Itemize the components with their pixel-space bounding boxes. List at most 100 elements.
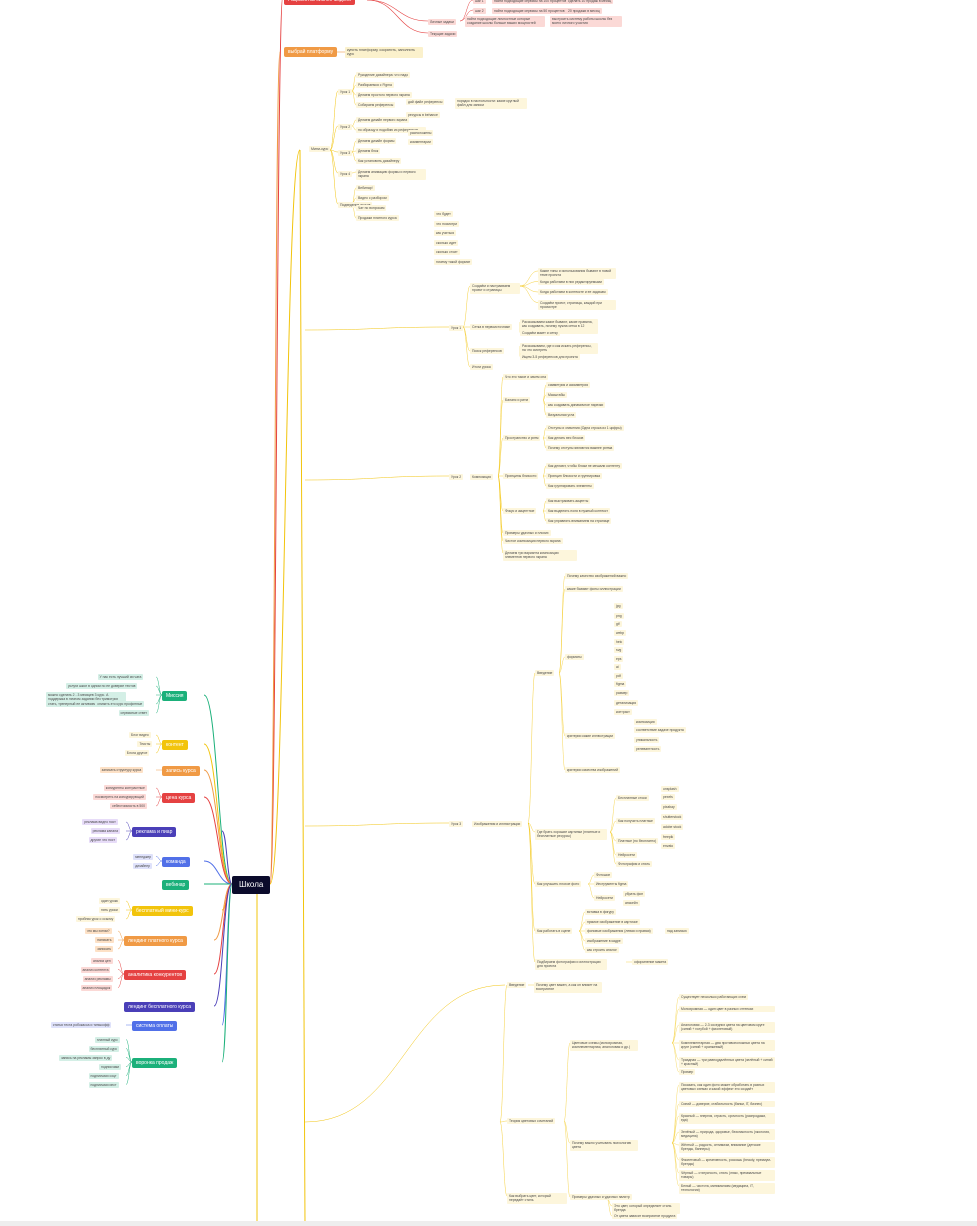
lesson3-g1-item-4[interactable]: Фотография и стиль	[616, 861, 652, 868]
branch-12[interactable]: воронка продаж	[132, 1058, 178, 1068]
lesson3-g2-item-0[interactable]: Фотошоп	[594, 872, 613, 879]
lesson2-g2-item-0[interactable]: Отступы и значения (Одна строка из 1 циф…	[546, 425, 624, 432]
lesson3-leaf-5[interactable]: svg	[614, 647, 624, 654]
mini-lesson-1-item-0[interactable]: Делаем дизайн первого экрана	[356, 117, 410, 124]
mini-lesson-4[interactable]: Подведение итогов	[338, 202, 373, 209]
lesson2-g3-item-2[interactable]: Как группировать элементы	[546, 483, 594, 490]
top-note-2[interactable]: 20 продажи в месяц	[566, 8, 602, 15]
lesson1-g0-item-1[interactable]: Когда работаем в них редактируемыми	[538, 278, 604, 285]
mini-lesson-4-sub-4[interactable]: сколько стоит	[434, 249, 460, 256]
lesson4-leaf-10[interactable]: Жёлтый — радость, оптимизм, внимание (де…	[679, 1142, 775, 1153]
mini-lesson-0-item-0[interactable]: Рукоделие дизайнера: что надо	[356, 72, 411, 79]
branch-4-item-0[interactable]: реклама видео пост	[82, 819, 118, 826]
branch-7-item-1[interactable]: пять уроки	[99, 907, 120, 914]
mini-lesson-4-sub-1[interactable]: что посмотри	[434, 220, 460, 227]
branch-8-item-0[interactable]: что мы хотим?	[84, 928, 112, 935]
branch-9-item-1[interactable]: анализ контента	[80, 966, 111, 973]
lesson1-g0-item-0[interactable]: Какие типы и использования бывают в ново…	[538, 268, 616, 279]
lesson2-label[interactable]: Урок 2	[449, 474, 464, 481]
lesson4-g2-item-1[interactable]: От цвета зависит восприятие продукта	[612, 1213, 678, 1220]
lesson1-g2-item-0[interactable]: Рассказываем, где и как искать референсы…	[520, 343, 598, 354]
lesson3-leaf-6[interactable]: eps	[614, 656, 624, 663]
branch-8-item-2[interactable]: записать	[95, 946, 114, 953]
lesson4-leaf-11[interactable]: Фиолетовый — креативность, роскошь (beau…	[679, 1157, 775, 1168]
lesson1-group-0[interactable]: Создаём и настраиваем проект и страницы	[470, 283, 520, 294]
mini-lesson-1[interactable]: Урок 2	[338, 124, 353, 131]
lesson3-group-3[interactable]: Как работать в сцене	[535, 928, 573, 935]
lesson2-sub[interactable]: Композиция	[470, 474, 493, 481]
current-tasks[interactable]: Текущие задачи	[428, 31, 458, 38]
mini-lesson-4-item-1[interactable]: Видео с разбором	[356, 195, 389, 202]
branch-0-item-0[interactable]: У нас есть лучший ии чата	[97, 674, 144, 681]
lesson2-g1-item-1[interactable]: Масштабы	[546, 392, 567, 399]
personal-tasks[interactable]: Личные задачи	[428, 19, 456, 26]
lesson1-g0-item-3[interactable]: Создаём проект, страницы, каждой при про…	[538, 299, 616, 311]
branch-1-item-0[interactable]: Блог видео	[129, 732, 151, 739]
branch-2-item-0[interactable]: записать структуру курса	[99, 767, 144, 774]
lesson3-leaf-2[interactable]: gif	[614, 621, 622, 628]
lesson1-group-1[interactable]: Сетка в первоисточнике	[470, 324, 513, 331]
lesson3-g3-item-2[interactable]: фоновые изображения (левая и правая)	[585, 928, 653, 935]
mini-lesson-2-sub-0[interactable]: расположены	[408, 130, 434, 137]
mini-lesson-0-item-3[interactable]: Собираем референсы	[356, 102, 396, 109]
personal-text[interactable]: найти подходящие личностные которые созд…	[465, 16, 545, 27]
lesson3-fix-1[interactable]: апскейл	[623, 900, 640, 907]
branch-7-item-0[interactable]: один урокк	[99, 898, 120, 905]
branch-12-item-1[interactable]: бесплатный курс	[88, 1045, 120, 1052]
branch-5[interactable]: команда	[162, 857, 190, 867]
lesson3-leaf-15[interactable]: уникальность	[634, 737, 660, 744]
platform-box[interactable]: выбрай платформу	[284, 47, 338, 57]
lesson2-group-2[interactable]: Пространство и ритм	[503, 435, 541, 442]
branch-12-item-5[interactable]: подписчики инст	[88, 1081, 119, 1088]
lesson3-group-4[interactable]: Подбираем фотографии и иллюстрации для п…	[535, 959, 607, 970]
lesson2-g3-item-1[interactable]: Принцип близости и группировка	[546, 473, 603, 480]
branch-0-item-4[interactable]: сервисные ответ	[118, 710, 149, 717]
lesson4-g1-item-2[interactable]: Примеры удачных и удачных палитр	[570, 1194, 632, 1201]
lesson3-res-0[interactable]: unsplash	[661, 786, 679, 793]
lesson1-g1-item-1[interactable]: Создаём макет и сетку	[520, 329, 560, 336]
lesson3-leaf-12[interactable]: контраст	[614, 709, 632, 716]
lesson4-leaf-0[interactable]: Существует несколько работающих схем	[679, 994, 748, 1001]
lesson3-sub[interactable]: Изображения и иллюстрации	[472, 821, 523, 828]
branch-3[interactable]: цена курса	[162, 793, 196, 803]
root-node[interactable]: Школа	[232, 876, 271, 894]
branch-8-item-1[interactable]: написать	[95, 937, 114, 944]
branch-9[interactable]: аналитика конкурентов	[124, 970, 187, 980]
branch-10[interactable]: лендинг бесплатного курса	[124, 1002, 195, 1012]
lesson3-leaf-4[interactable]: heic	[614, 639, 625, 646]
lesson3-res-4[interactable]: adobe stock	[661, 824, 684, 831]
lesson3-g1-item-0[interactable]: Бесплатные стоки	[616, 795, 649, 802]
lesson4-group-0[interactable]: Введение	[507, 982, 527, 989]
lesson4-group-1[interactable]: Теория цветовых сочетаний	[507, 1118, 556, 1125]
branch-4-item-1[interactable]: реклама канала	[90, 828, 120, 835]
lesson4-leaf-3[interactable]: Комплементарная — два противоположных цв…	[679, 1040, 775, 1051]
lesson3-g0-item-6[interactable]: критерии качества изображений	[565, 767, 620, 774]
lesson3-g4-item-0[interactable]: оформление макета	[632, 959, 669, 966]
lesson4-leaf-8[interactable]: Красный — энергия, страсть, срочность (р…	[679, 1113, 775, 1124]
lesson3-g1-item-1[interactable]: Как получить платные	[616, 818, 655, 825]
top-note-1[interactable]: сделать 10 продаж в месяц	[566, 0, 614, 5]
branch-12-item-0[interactable]: платный курс	[94, 1036, 120, 1043]
lesson3-g3-item-4[interactable]: как строить аналог	[585, 947, 619, 954]
branch-0[interactable]: Миссия	[162, 691, 188, 701]
mini-lesson-4-sub-5[interactable]: почему такой формат	[434, 258, 473, 265]
lesson3-g3-item-1[interactable]: прямое изображение в карточке	[585, 919, 640, 926]
lesson3-leaf-1[interactable]: png	[614, 613, 624, 620]
branch-5-item-1[interactable]: дизайнер	[133, 862, 153, 869]
lesson3-g2-item-2[interactable]: Нейросети	[594, 895, 615, 902]
lesson1-label[interactable]: Урок 1	[449, 325, 464, 332]
lesson3-res-2[interactable]: pixabay	[661, 804, 677, 811]
lesson2-g4-item-0[interactable]: Как выстраивать акценты	[546, 498, 591, 505]
lesson3-g0-item-1[interactable]: какие бывают фоны иллюстрации	[565, 586, 623, 593]
mini-lesson-3-item-0[interactable]: Делаем анимацию формы и первого экрана	[356, 169, 426, 180]
horizontal-scrollbar[interactable]	[0, 1221, 977, 1226]
branch-8[interactable]: лендинг платного курса	[124, 936, 187, 946]
branch-12-item-4[interactable]: подписчики соцт	[88, 1072, 119, 1079]
lesson3-leaf-3[interactable]: webp	[614, 630, 627, 637]
lesson3-leaf-14[interactable]: соответствие задаче продукта	[634, 727, 686, 734]
lesson1-group-2[interactable]: Поиск референсов	[470, 348, 504, 355]
lesson2-group-4[interactable]: Фокус и акцентное	[503, 508, 537, 515]
platform-note[interactable]: купить платформу, сократить, заполнить к…	[345, 47, 423, 58]
lesson3-res-6[interactable]: envato	[661, 843, 676, 850]
lesson4-leaf-12[interactable]: Чёрный — статусность, стиль (люкс, преми…	[679, 1170, 775, 1181]
